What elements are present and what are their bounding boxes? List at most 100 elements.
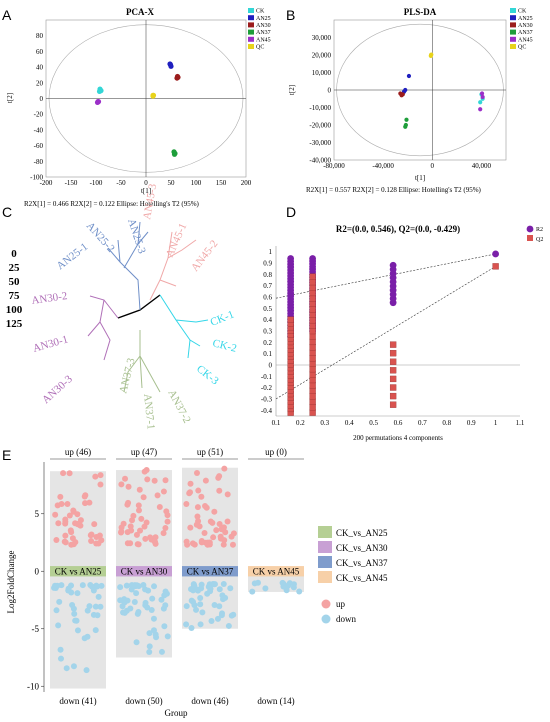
y-tick-label: -0.1 [261, 373, 273, 381]
x-tick-label: 0 [144, 179, 148, 187]
y-tick-label: -10 [27, 681, 39, 691]
down-point [53, 607, 60, 614]
legend-label-an45: AN45 [256, 37, 271, 43]
up-point [66, 470, 73, 477]
down-point [117, 584, 124, 591]
y-tick-label: 0.7 [263, 282, 272, 290]
up-point [213, 527, 220, 534]
up-point [140, 494, 147, 501]
legend-swatch-qc [248, 44, 254, 49]
up-point [68, 541, 75, 548]
down-point [74, 590, 81, 597]
panel-b-plsda: B PLS-DA t[2] t[1] R2X[1] = 0.557 R2X[2]… [286, 7, 533, 194]
up-point [211, 508, 218, 515]
up-point [224, 518, 231, 525]
point-an30 [400, 92, 405, 97]
panel-a-plot: -200 -150 -100 -50 0 50 100 150 200-100-80-60-40… [30, 20, 252, 187]
up-point [195, 487, 202, 494]
up-point [88, 537, 95, 544]
down-point [71, 610, 78, 617]
q2-point [309, 409, 316, 416]
down-point [134, 610, 141, 617]
legend-label-qc: QC [518, 45, 526, 51]
q2-point [309, 327, 316, 335]
panel-e-xlabel: Group [165, 708, 188, 718]
q2-point [287, 316, 294, 323]
up-point [64, 501, 71, 508]
down-point [216, 603, 223, 610]
up-point [60, 470, 67, 477]
q2-point [389, 367, 397, 374]
up-point [217, 533, 224, 540]
up-point [224, 491, 231, 498]
tree-branch-ck [159, 294, 209, 359]
y-tick-label: 0.6 [263, 294, 272, 302]
x-tick-label: 1 [494, 419, 498, 427]
down-point [70, 663, 77, 670]
x-tick-label: -200 [40, 179, 53, 187]
y-tick-label: -20 [34, 111, 44, 119]
q2-point [309, 316, 316, 324]
x-tick-label: 0 [431, 162, 435, 170]
up-point [221, 465, 228, 472]
down-point [161, 623, 168, 630]
down-point [84, 607, 91, 614]
up-point [144, 476, 151, 483]
tree-branch-an45 [149, 231, 197, 301]
legend-swatch-an30 [510, 22, 516, 28]
legend-label-an25: AN25 [518, 16, 533, 22]
up-point [194, 504, 201, 511]
point-an25 [406, 73, 412, 79]
panel-b-footnote: R2X[1] = 0.557 R2X[2] = 0.128 Ellipse: H… [306, 186, 482, 194]
point-an37 [404, 117, 409, 122]
down-point [140, 582, 147, 589]
down-point [55, 622, 62, 629]
panel-e-foldchange: E Log2FoldChange Group -10 -5 0 5 CK vs AN25… [2, 447, 388, 718]
down-count-label: down (46) [191, 696, 228, 706]
category-band [50, 566, 106, 577]
down-point [225, 622, 232, 629]
x-tick-label: 150 [216, 179, 227, 187]
up-point [194, 513, 201, 520]
up-point [220, 541, 227, 548]
up-point [187, 489, 194, 496]
up-point [147, 534, 154, 541]
down-point [279, 579, 286, 586]
r2-point [287, 255, 295, 262]
y-tick-label: -40 [34, 126, 44, 134]
q2-point [309, 387, 316, 394]
legend-label-an30: AN30 [518, 23, 533, 29]
y-tick-label: -30,000 [309, 139, 331, 147]
q2-point [309, 300, 316, 307]
down-count-label: down (14) [257, 696, 294, 706]
up-point [122, 475, 129, 482]
panel-e-legend: CK_vs_AN25 CK_vs_AN30 CK_vs_AN37 CK_vs_AN45… [318, 526, 388, 624]
y-tick-label: 0 [35, 566, 40, 576]
down-point [146, 643, 153, 650]
y-tick-label: 20 [36, 79, 44, 87]
q2-point [309, 311, 316, 318]
q2-point [309, 295, 316, 302]
y-tick-label: -0.2 [261, 384, 273, 392]
up-point [202, 503, 209, 510]
down-point [151, 583, 158, 590]
down-point [87, 582, 94, 589]
q2-point [309, 393, 316, 400]
down-point [158, 596, 165, 603]
y-tick-label: -20,000 [309, 122, 331, 130]
tree-branch-an37 [123, 330, 161, 393]
y-tick-label: 0.2 [263, 339, 272, 347]
regression-line-q2 [275, 266, 496, 400]
tree-branch-an25 [107, 221, 149, 311]
panel-a-pca: A PCA-X t[2] t[1] R2X[1] = 0.466 R2X[2] … [2, 7, 271, 208]
x-tick-label: 0.3 [320, 419, 329, 427]
q2-point [309, 306, 316, 313]
down-point [74, 627, 81, 634]
point-ck [478, 100, 483, 105]
q2-point [309, 371, 316, 378]
up-point [62, 532, 69, 539]
down-point [249, 588, 256, 595]
legend-label-category: CK_vs_AN37 [336, 558, 388, 568]
y-tick-label: -10,000 [309, 104, 331, 112]
